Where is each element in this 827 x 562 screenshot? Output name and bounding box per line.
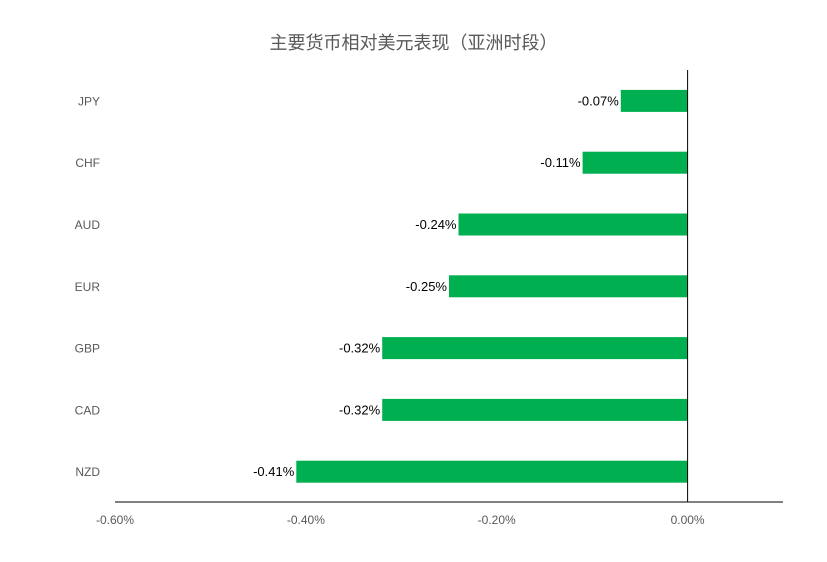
bar-chf — [582, 151, 688, 174]
axis-layer — [115, 70, 783, 503]
data-label-cad: -0.32% — [339, 402, 381, 417]
bar-jpy — [620, 89, 688, 112]
x-tick-label: 0.00% — [671, 513, 705, 527]
category-label-gbp: GBP — [75, 342, 100, 356]
x-tick-label: -0.60% — [96, 513, 134, 527]
bar-gbp — [382, 337, 688, 360]
category-label-nzd: NZD — [75, 465, 100, 479]
category-label-jpy: JPY — [78, 94, 100, 108]
data-label-chf: -0.11% — [540, 155, 581, 170]
bar-nzd — [296, 460, 688, 483]
data-label-gbp: -0.32% — [339, 341, 381, 356]
data-label-nzd: -0.41% — [253, 464, 295, 479]
category-label-aud: AUD — [75, 218, 101, 232]
categories-layer: JPY CHF AUD EUR GBP CAD NZD — [75, 94, 101, 479]
bar-aud — [458, 213, 688, 236]
category-label-eur: EUR — [75, 280, 101, 294]
data-label-aud: -0.24% — [415, 217, 457, 232]
data-label-eur: -0.25% — [406, 279, 448, 294]
labels-layer: -0.07% -0.11% -0.24% -0.25% -0.32% -0.32% -0.4… — [253, 93, 619, 479]
category-label-cad: CAD — [75, 403, 101, 417]
ticks-layer: -0.60% -0.40% -0.20% 0.00% — [96, 513, 705, 527]
category-label-chf: CHF — [75, 156, 100, 170]
chart-title: 主要货币相对美元表现（亚洲时段） — [269, 33, 558, 54]
x-tick-label: -0.20% — [478, 513, 516, 527]
bar-eur — [449, 275, 688, 298]
bar-cad — [382, 398, 688, 421]
bars-layer — [296, 89, 688, 483]
data-label-jpy: -0.07% — [578, 93, 620, 108]
x-tick-label: -0.40% — [287, 513, 325, 527]
